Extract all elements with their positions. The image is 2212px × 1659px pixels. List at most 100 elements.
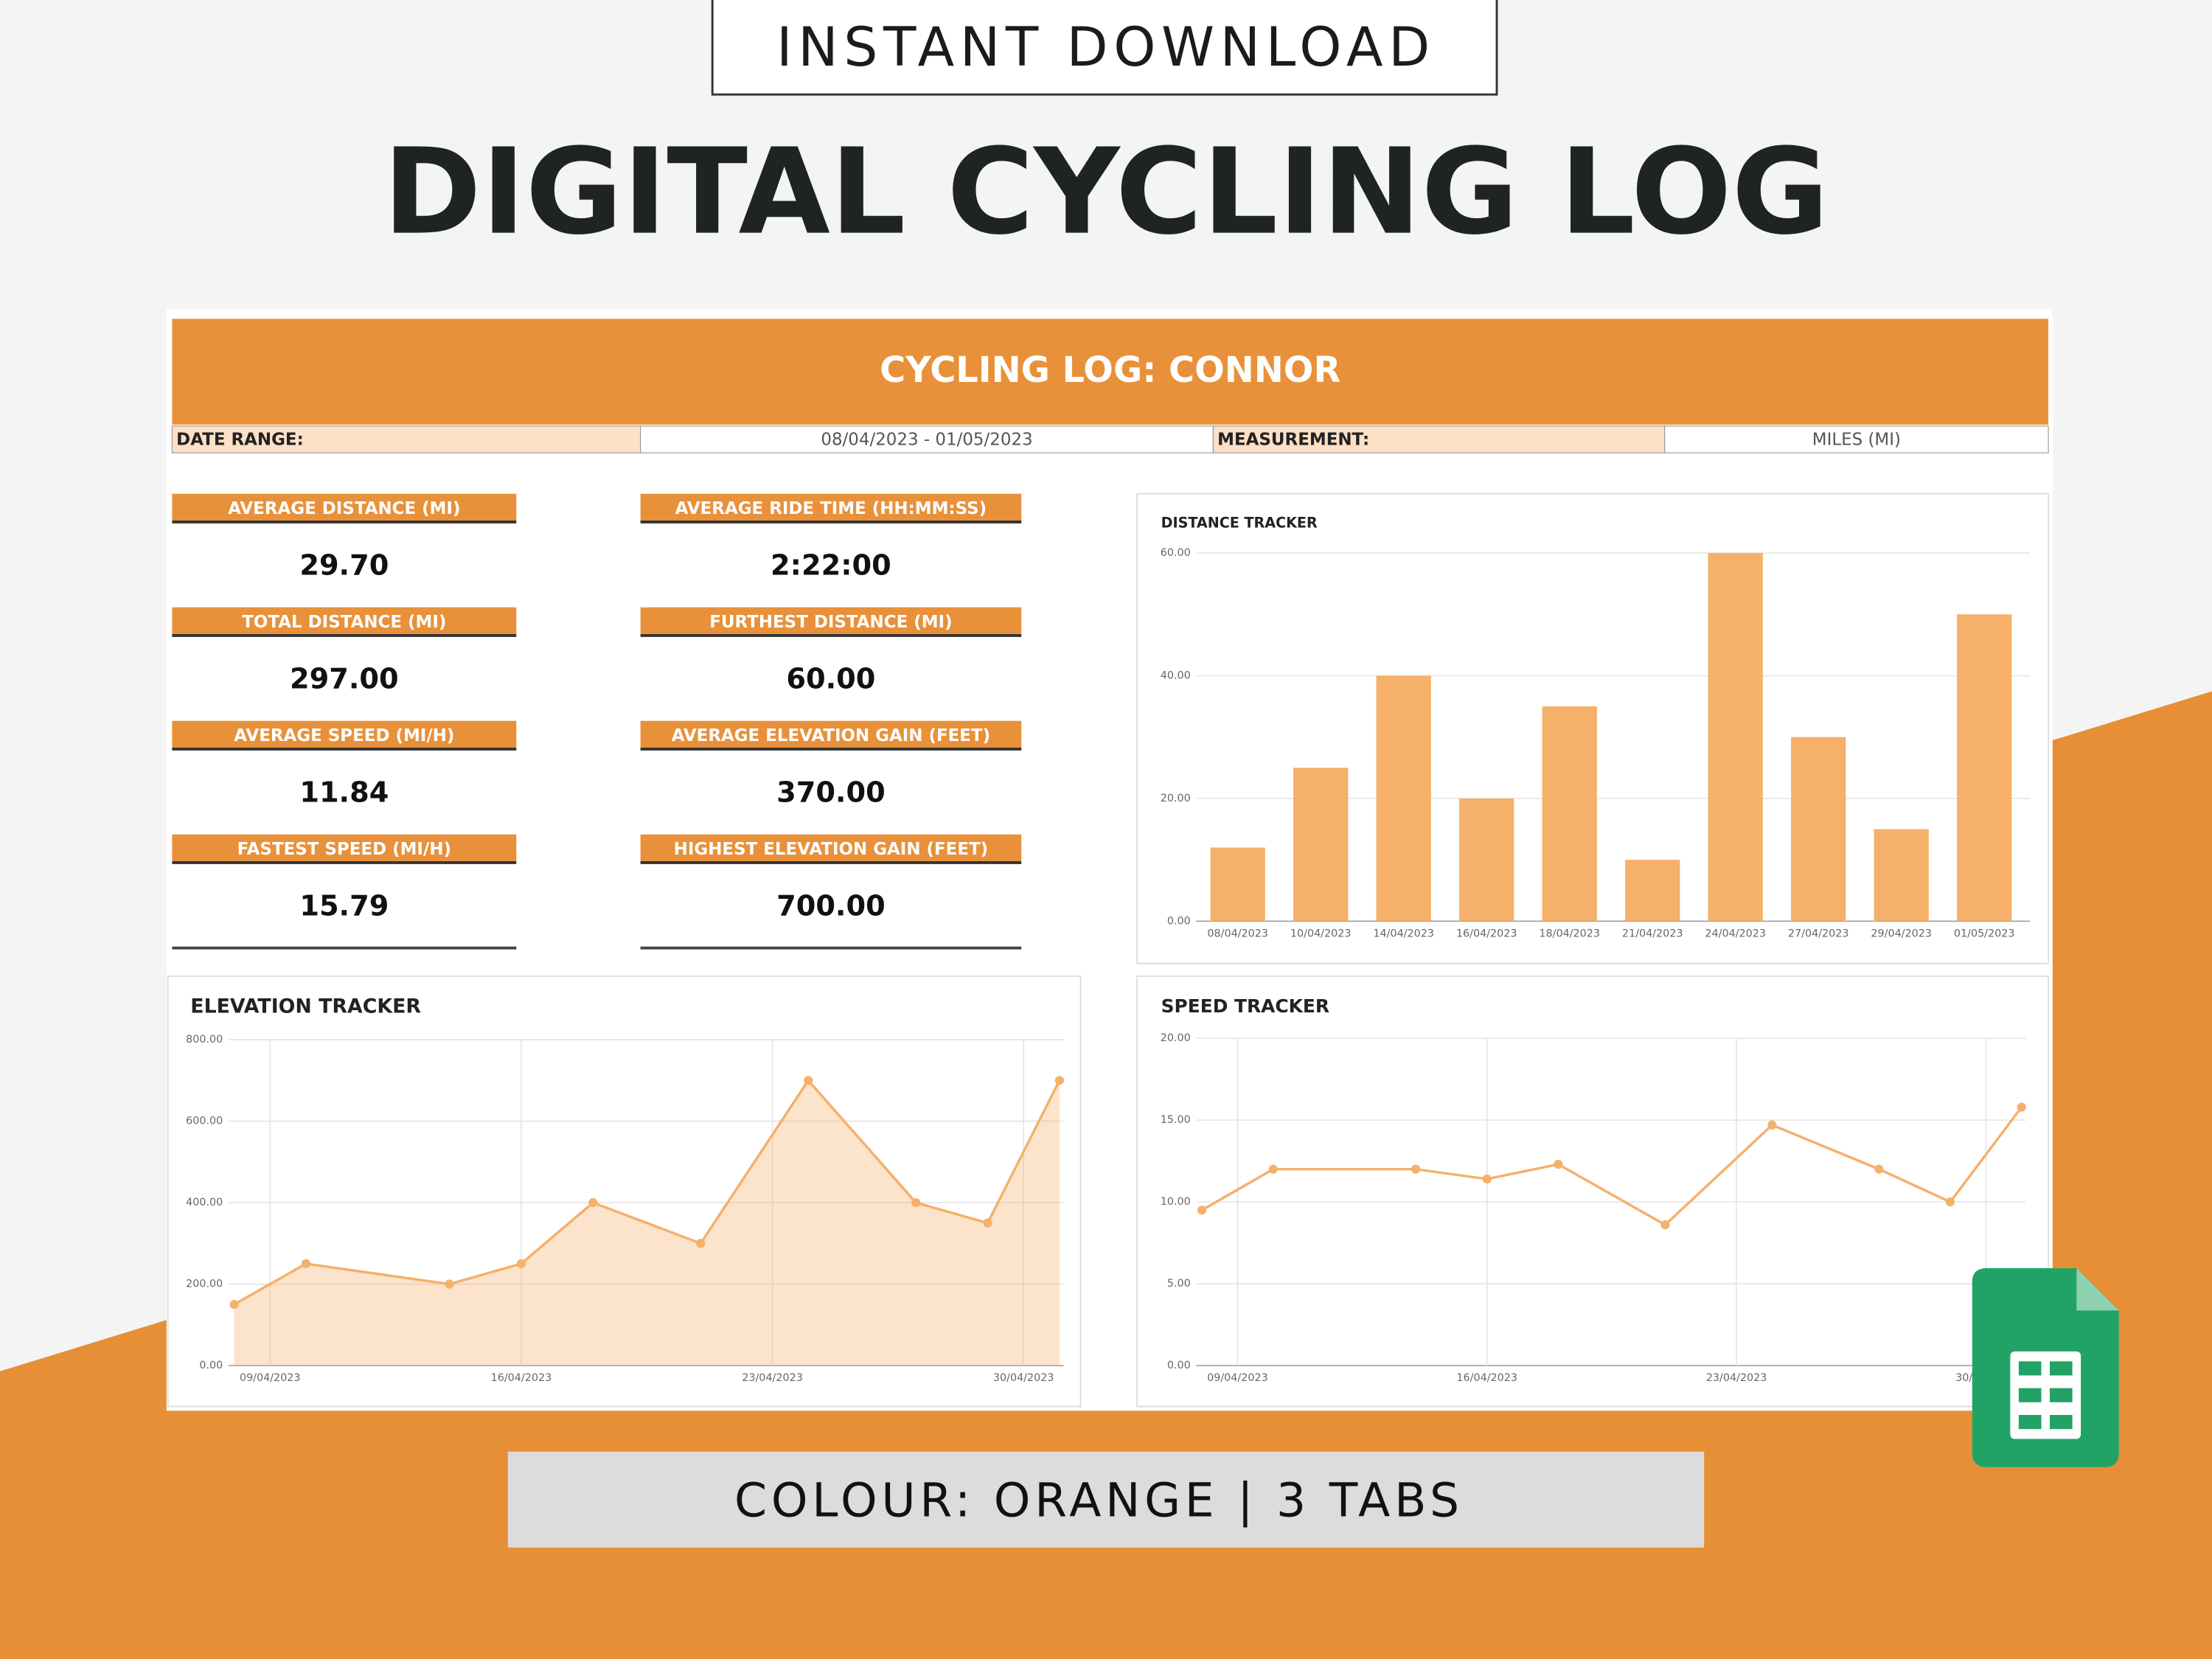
x-tick-label: 23/04/2023 [742,1372,803,1384]
y-tick-label: 40.00 [1161,669,1191,681]
chart-panel [167,975,1082,1408]
stat-label: FASTEST SPEED (MI/H) [237,840,451,859]
y-tick-label: 800.00 [186,1034,223,1046]
x-tick-label: 14/04/2023 [1373,928,1434,940]
point [911,1197,921,1208]
measurement: MILES (MI) [1812,430,1901,449]
x-tick-label: 09/04/2023 [240,1372,301,1384]
label-cell [1212,425,1666,453]
sheets-icon [1972,1268,2119,1467]
stat-value: 2:22:00 [771,549,891,582]
stat-value: 29.70 [299,549,389,582]
stat-header [640,493,1022,522]
footer-box [507,1451,1705,1548]
point [983,1218,992,1228]
y-tick-label: 20.00 [1161,793,1191,804]
y-tick-label: 5.00 [1167,1278,1191,1290]
point [696,1239,706,1248]
stat-header [640,720,1022,749]
value-cell [1664,425,2049,453]
point [1945,1197,1955,1207]
banner-box [711,0,1498,96]
chart-title: DISTANCE TRACKER [1161,514,1318,531]
stat-header [172,493,517,522]
stat-value: 370.00 [776,776,886,810]
stat-header [172,720,517,749]
bar [1957,614,2012,922]
x-tick-label: 29/04/2023 [1871,928,1932,940]
y-tick-label: 60.00 [1161,547,1191,559]
stat-value: 60.00 [786,663,875,696]
stat-value: 15.79 [299,890,389,923]
x-tick-label: 01/05/2023 [1954,928,2015,940]
stat-label: AVERAGE RIDE TIME (HH:MM:SS) [675,499,987,518]
stat-value: 700.00 [776,890,886,923]
stat-label: FURTHEST DISTANCE (MI) [709,613,952,632]
point [1411,1164,1421,1174]
bar [1376,675,1431,922]
banner: INSTANT DOWNLOAD [776,17,1436,79]
x-tick-label: 18/04/2023 [1539,928,1600,940]
stat-label: AVERAGE DISTANCE (MI) [228,499,460,518]
stat-label: HIGHEST ELEVATION GAIN (FEET) [674,840,988,859]
date-range: 08/04/2023 - 01/05/2023 [821,430,1032,449]
stat-header [172,607,517,636]
stat-label: AVERAGE ELEVATION GAIN (FEET) [672,726,990,745]
y-tick-label: 15.00 [1161,1114,1191,1126]
point [1268,1164,1278,1174]
x-tick-label: 23/04/2023 [1706,1372,1767,1384]
point [1554,1159,1563,1169]
x-tick-label: 08/04/2023 [1207,928,1268,940]
point [804,1076,813,1085]
stat-label: AVERAGE SPEED (MI/H) [234,726,454,745]
point [445,1279,454,1289]
x-tick-label: 09/04/2023 [1207,1372,1268,1384]
y-tick-label: 20.00 [1161,1032,1191,1044]
stat-header [640,834,1022,863]
y-tick-label: 0.00 [199,1360,223,1371]
bar [1625,860,1680,922]
bar [1874,829,1929,922]
value-cell [640,425,1214,453]
stat-header [172,834,517,863]
bar [1708,553,1763,922]
bar [1791,737,1846,922]
x-tick-label: 16/04/2023 [491,1372,552,1384]
y-tick-label: 600.00 [186,1116,223,1127]
label-cell [171,425,641,453]
stat-label: TOTAL DISTANCE (MI) [242,613,446,632]
point [1660,1220,1670,1230]
bar [1293,768,1349,922]
x-tick-label: 21/04/2023 [1622,928,1683,940]
point [1054,1076,1064,1085]
point [1197,1206,1207,1215]
point [229,1300,239,1310]
main-title: DIGITAL CYCLING LOG [383,123,1829,261]
date-range-label: DATE RANGE: [176,430,304,449]
line [1201,1106,2023,1227]
y-tick-label: 0.00 [1167,915,1191,927]
point [2017,1102,2026,1112]
x-tick-label: 24/04/2023 [1705,928,1766,940]
chart-title: SPEED TRACKER [1161,995,1329,1017]
stat-header [640,607,1022,636]
sheet-title: CYCLING LOG: CONNOR [880,350,1340,391]
area [234,1080,1060,1366]
stat-value: 297.00 [290,663,399,696]
point [1482,1174,1492,1184]
chart-panel [1136,975,2050,1408]
x-tick-label: 16/04/2023 [1456,1372,1517,1384]
sheet-header [172,319,2049,425]
y-tick-label: 0.00 [1167,1360,1191,1371]
y-tick-label: 10.00 [1161,1196,1191,1208]
footer: COLOUR: ORANGE | 3 TABS [734,1473,1464,1528]
x-tick-label: 16/04/2023 [1456,928,1517,940]
measurement-label: MEASUREMENT: [1217,430,1369,449]
line [233,1078,1061,1306]
x-tick-label: 30/04/2023 [993,1372,1054,1384]
point [1874,1164,1884,1174]
point [588,1197,598,1208]
y-tick-label: 400.00 [186,1197,223,1208]
